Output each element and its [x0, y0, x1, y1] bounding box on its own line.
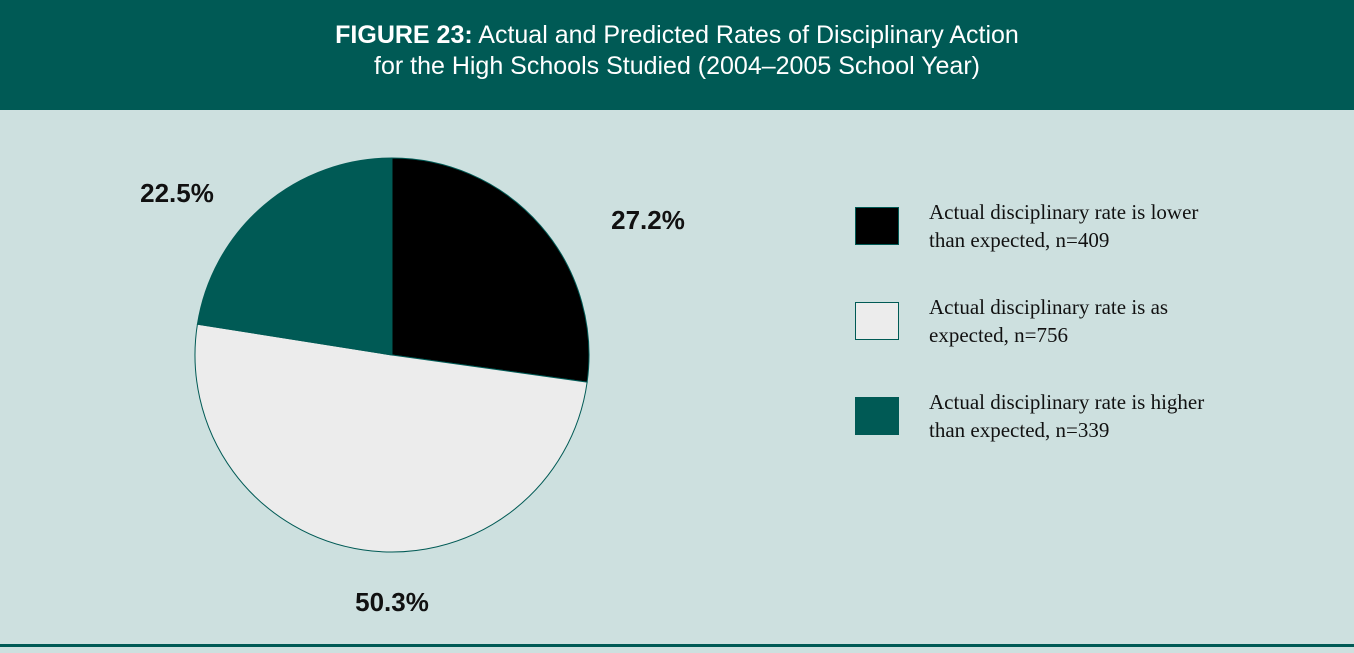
header: FIGURE 23: Actual and Predicted Rates of…: [0, 0, 1354, 110]
title: Actual and Predicted Rates of Disciplina…: [478, 21, 1019, 49]
title-line: for the High Schools Studied (2004–2005 …: [374, 52, 980, 80]
legend: Actual disciplinary rate is lower than e…: [855, 178, 1214, 463]
value-label: 22.5%: [140, 178, 214, 208]
legend-label: Actual disciplinary rate is as expected,…: [929, 294, 1169, 347]
value-label: 27.2%: [611, 205, 685, 235]
legend-item: Actual disciplinary rate is higher than …: [855, 368, 1214, 463]
title-line: FIGURE 23: Actual and Predicted Rates of…: [0, 20, 1354, 51]
legend-item: Actual disciplinary rate is as expected,…: [855, 273, 1214, 368]
value-label: 50.3%: [355, 587, 429, 617]
pie-slice: [391, 157, 590, 383]
legend-swatch: [855, 301, 899, 340]
legend-label: Actual disciplinary rate is higher than …: [929, 389, 1205, 442]
legend-label: Actual disciplinary rate is lower than e…: [929, 199, 1199, 252]
legend-swatch: [855, 206, 899, 245]
bottom-rule: [0, 644, 1354, 647]
legend-swatch: [855, 396, 899, 435]
pie-slice: [196, 157, 393, 356]
figure-label: FIGURE 23:: [335, 21, 473, 49]
legend-item: Actual disciplinary rate is lower than e…: [855, 178, 1214, 273]
pie-slice: [194, 323, 588, 553]
